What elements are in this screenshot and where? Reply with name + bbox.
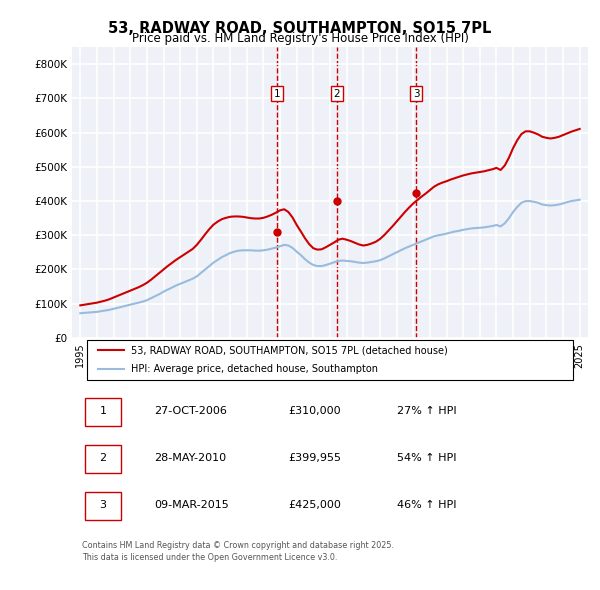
Text: 53, RADWAY ROAD, SOUTHAMPTON, SO15 7PL (detached house): 53, RADWAY ROAD, SOUTHAMPTON, SO15 7PL (… [131,345,448,355]
Text: 3: 3 [100,500,106,510]
FancyBboxPatch shape [85,445,121,473]
Text: Contains HM Land Registry data © Crown copyright and database right 2025.
This d: Contains HM Land Registry data © Crown c… [82,541,394,562]
Text: £399,955: £399,955 [289,453,342,463]
Text: 27% ↑ HPI: 27% ↑ HPI [397,406,457,416]
Text: 54% ↑ HPI: 54% ↑ HPI [397,453,457,463]
Text: £310,000: £310,000 [289,406,341,416]
Text: 46% ↑ HPI: 46% ↑ HPI [397,500,457,510]
Text: 27-OCT-2006: 27-OCT-2006 [155,406,227,416]
Text: Price paid vs. HM Land Registry's House Price Index (HPI): Price paid vs. HM Land Registry's House … [131,32,469,45]
Text: 1: 1 [100,406,106,416]
Text: £425,000: £425,000 [289,500,341,510]
Text: 28-MAY-2010: 28-MAY-2010 [155,453,227,463]
Text: 2: 2 [100,453,107,463]
FancyBboxPatch shape [85,398,121,427]
Text: 2: 2 [334,88,340,99]
Text: HPI: Average price, detached house, Southampton: HPI: Average price, detached house, Sout… [131,364,379,374]
Text: 1: 1 [274,88,280,99]
FancyBboxPatch shape [85,492,121,520]
Text: 09-MAR-2015: 09-MAR-2015 [155,500,229,510]
Text: 3: 3 [413,88,420,99]
Text: 53, RADWAY ROAD, SOUTHAMPTON, SO15 7PL: 53, RADWAY ROAD, SOUTHAMPTON, SO15 7PL [109,21,491,35]
FancyBboxPatch shape [88,340,572,381]
